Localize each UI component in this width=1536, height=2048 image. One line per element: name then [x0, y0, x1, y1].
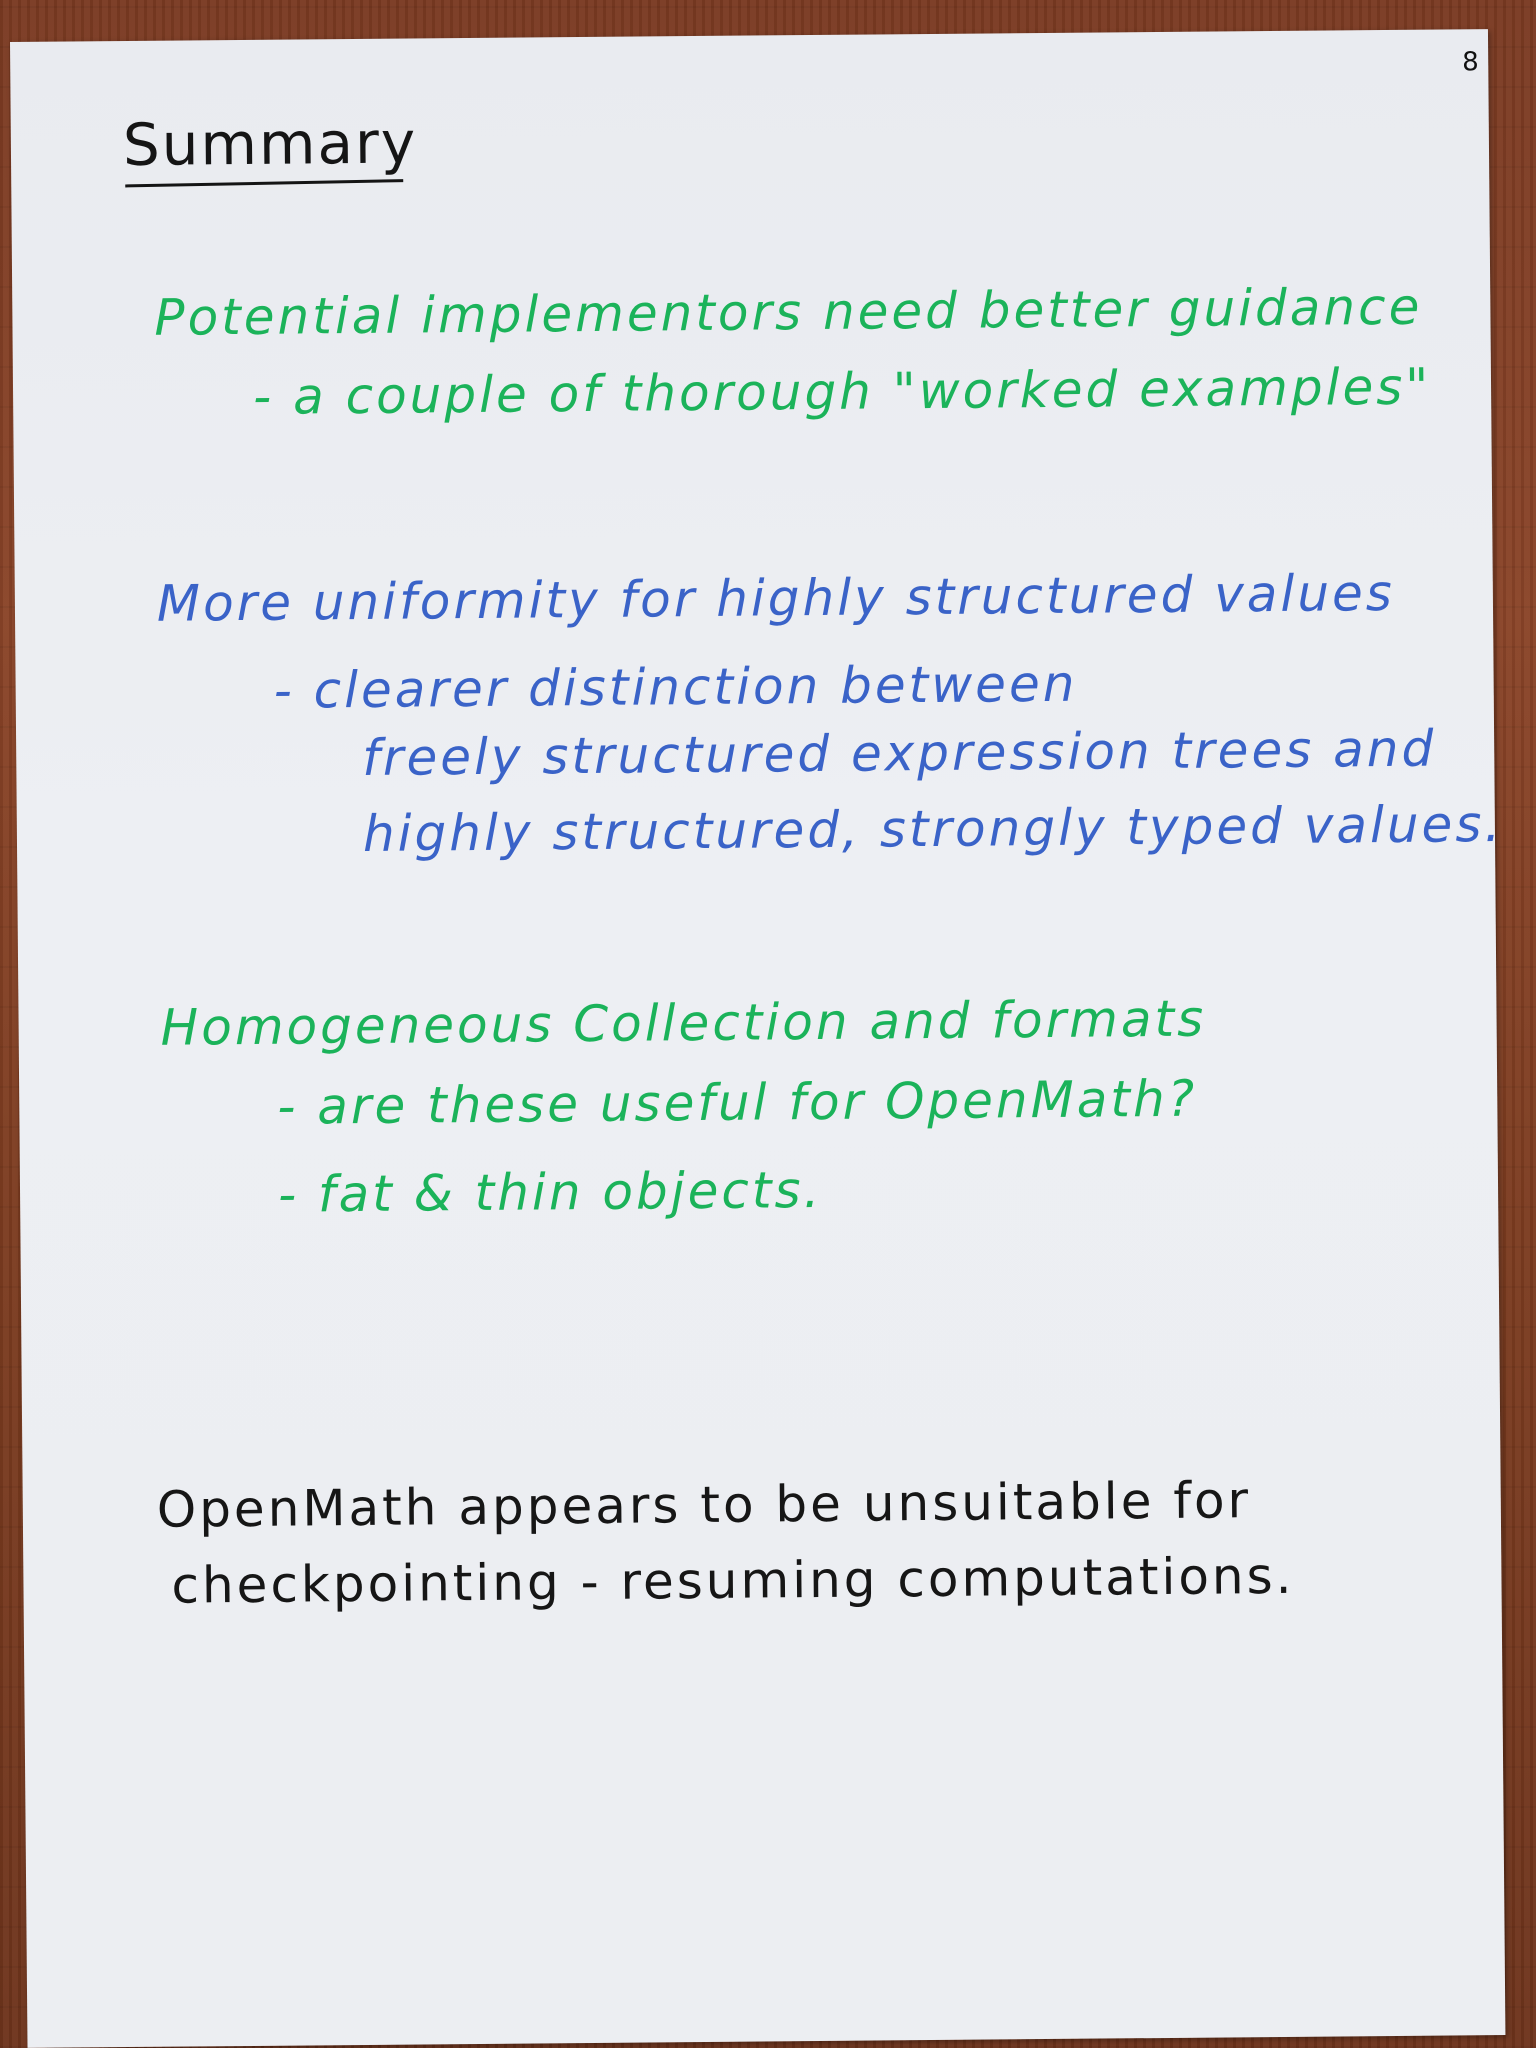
- page-number: 8: [1462, 47, 1479, 78]
- conclusion-line-2: checkpointing - resuming computations.: [171, 1546, 1295, 1615]
- section-1-point-1: - a couple of thorough "worked examples": [252, 357, 1432, 426]
- section-3-point-1: - are these useful for OpenMath?: [277, 1069, 1198, 1136]
- page-title: Summary: [122, 108, 418, 180]
- title-underline: [125, 179, 404, 188]
- section-2-point-1: - clearer distinction between: [273, 654, 1078, 720]
- conclusion-line-1: OpenMath appears to be unsuitable for: [156, 1471, 1252, 1539]
- section-1-heading: Potential implementors need better guida…: [154, 277, 1423, 347]
- section-2-heading: More uniformity for highly structured va…: [156, 563, 1396, 633]
- section-3-heading: Homogeneous Collection and formats: [160, 989, 1207, 1057]
- section-2-point-3: highly structured, strongly typed values…: [362, 795, 1504, 863]
- section-3-point-2: - fat & thin objects.: [277, 1160, 823, 1224]
- section-2-point-2: freely structured expression trees and: [362, 719, 1437, 787]
- paper-sheet: 8 Summary Potential implementors need be…: [10, 29, 1506, 2048]
